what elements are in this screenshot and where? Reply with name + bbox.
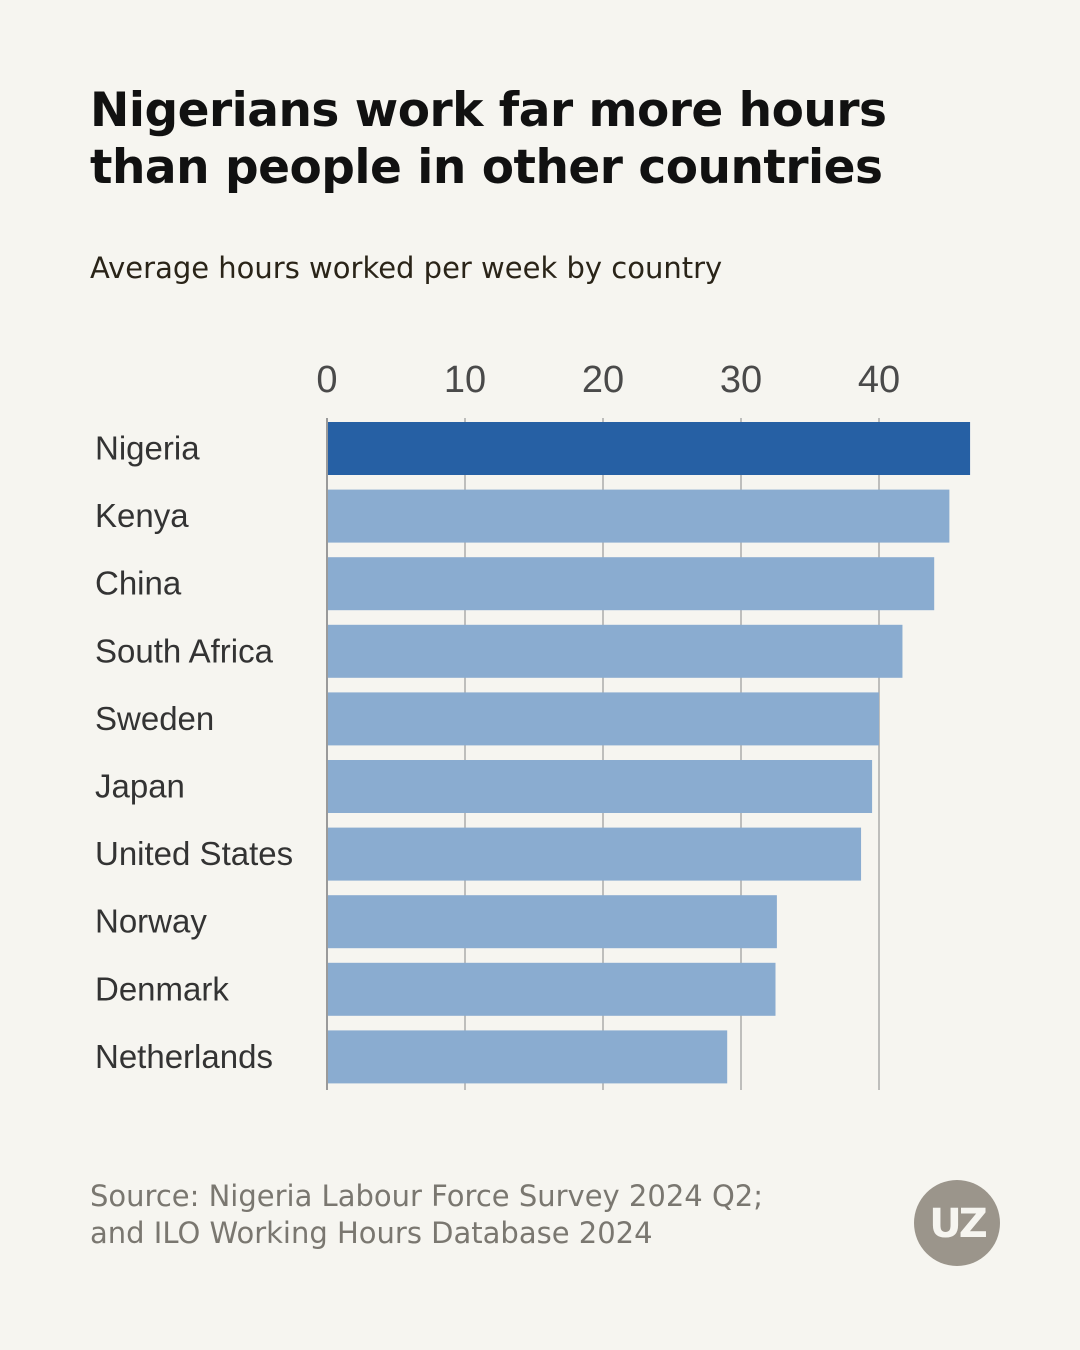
bar-sweden (328, 692, 879, 746)
bar-netherlands (328, 1030, 728, 1084)
x-tick-label: 10 (444, 360, 486, 401)
x-tick-label: 20 (582, 360, 624, 401)
bar-south-africa (328, 624, 903, 678)
bar-nigeria (328, 422, 971, 475)
uz-logo: UZ (914, 1180, 1000, 1266)
bar-china (328, 557, 935, 611)
bar-kenya (328, 489, 950, 543)
category-label: Norway (95, 903, 207, 940)
x-axis-ticks: 0 10 20 30 40 (316, 360, 900, 401)
logo-text: UZ (929, 1201, 986, 1247)
logo-circle (914, 1180, 1000, 1266)
category-label: Nigeria (95, 430, 200, 467)
bars (328, 422, 971, 1084)
category-label: Japan (95, 768, 185, 805)
category-label: Kenya (95, 497, 189, 534)
x-tick-label: 0 (316, 360, 337, 401)
chart-title: Nigerians work far more hours than peopl… (90, 83, 887, 195)
category-label: United States (95, 835, 293, 872)
category-label: South Africa (95, 632, 274, 669)
category-label: Denmark (95, 970, 229, 1007)
bar-united-states (328, 827, 862, 881)
x-tick-label: 30 (720, 360, 762, 401)
bar-chart: 0 10 20 30 40 Nigeria Kenya China South Africa S… (95, 360, 971, 1090)
category-label: Sweden (95, 700, 214, 737)
bar-japan (328, 760, 873, 813)
category-label: China (95, 565, 182, 602)
bar-norway (328, 895, 777, 949)
bar-denmark (328, 962, 776, 1016)
chart-subtitle: Average hours worked per week by country (90, 251, 723, 285)
x-tick-label: 40 (858, 360, 900, 401)
source-note: Source: Nigeria Labour Force Survey 2024… (90, 1179, 764, 1250)
category-label: Netherlands (95, 1038, 273, 1075)
category-labels: Nigeria Kenya China South Africa Sweden Japan… (95, 430, 293, 1075)
